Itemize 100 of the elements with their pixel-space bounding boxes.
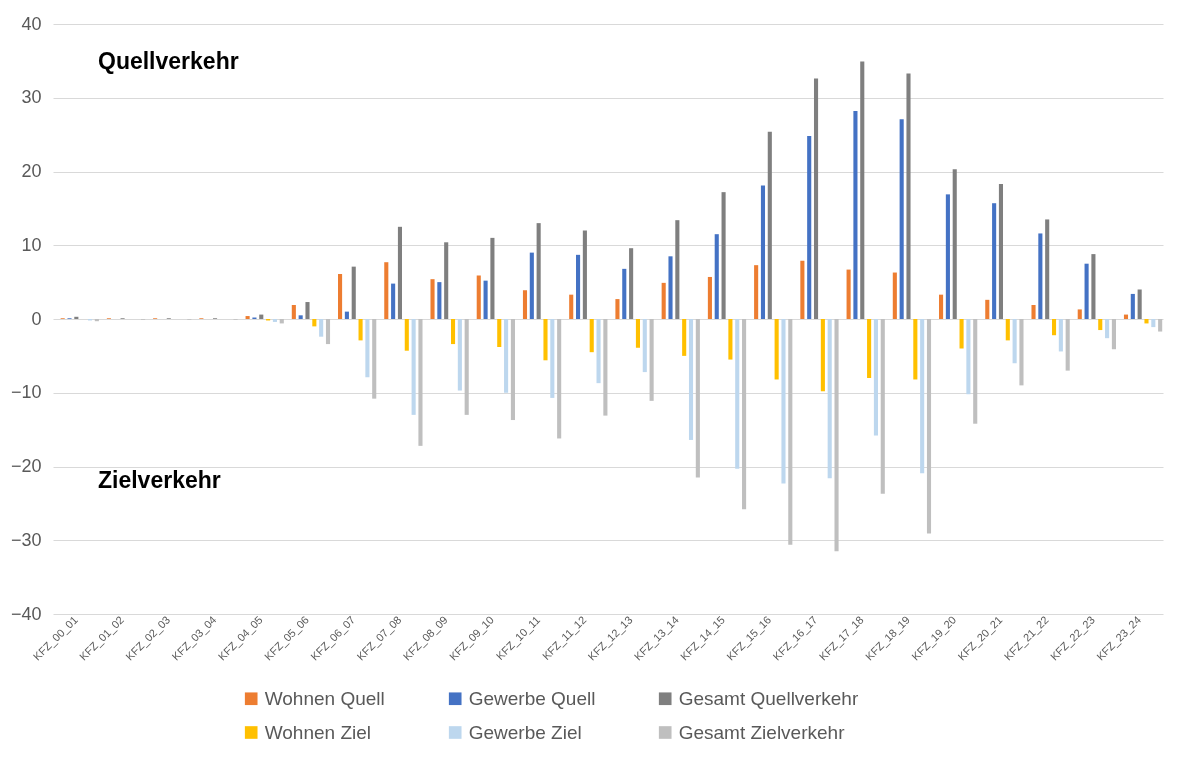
y-tick-label: 30: [21, 87, 42, 108]
bar: [1111, 319, 1116, 350]
y-tick-label: 20: [21, 161, 42, 181]
bar: [1137, 289, 1142, 319]
bar: [404, 319, 409, 351]
bar: [735, 319, 740, 469]
bar: [384, 262, 389, 319]
bar: [1144, 319, 1149, 324]
legend-label: Gewerbe Ziel: [468, 721, 582, 743]
bar: [760, 185, 766, 319]
bar: [742, 319, 747, 510]
bar: [827, 319, 832, 479]
bar: [649, 319, 654, 401]
bar: [714, 234, 719, 319]
bar: [668, 256, 673, 319]
bar: [1005, 319, 1010, 341]
bar: [1038, 233, 1043, 319]
legend-label: Gesamt Quellverkehr: [678, 687, 859, 709]
bar: [1091, 254, 1096, 319]
bar: [444, 242, 449, 319]
bar: [807, 136, 812, 319]
legend-label: Gewerbe Quell: [468, 687, 596, 709]
bar: [603, 319, 608, 416]
bar: [245, 316, 250, 319]
bar: [913, 319, 918, 380]
bar: [867, 319, 872, 378]
bar: [510, 319, 515, 421]
bar: [998, 184, 1004, 319]
bar: [682, 319, 687, 356]
bar: [319, 319, 324, 337]
bar: [1084, 263, 1089, 319]
y-tick-label: −20: [10, 456, 42, 476]
bar: [926, 319, 932, 534]
bar: [596, 319, 601, 384]
bar: [721, 192, 726, 319]
bar: [397, 226, 403, 319]
bar: [707, 276, 712, 319]
bar: [411, 319, 416, 415]
bar: [365, 319, 370, 378]
legend-label: Wohnen Quell: [264, 687, 385, 709]
legend-label: Wohnen Ziel: [264, 721, 372, 743]
bar: [344, 311, 349, 319]
bar: [589, 319, 594, 353]
bar: [582, 230, 587, 319]
bar: [754, 265, 759, 319]
bar: [774, 319, 779, 380]
bar: [767, 131, 772, 319]
bar: [635, 319, 640, 348]
bar: [952, 169, 957, 319]
bar: [490, 237, 495, 319]
bar: [973, 319, 978, 424]
bar: [372, 319, 377, 399]
bar: [959, 319, 964, 349]
bar: [920, 319, 925, 474]
bar: [966, 319, 971, 395]
bar: [728, 319, 733, 360]
bar: [1065, 319, 1070, 371]
bar: [529, 252, 534, 319]
annotation: Zielverkehr: [98, 467, 221, 494]
bar: [291, 304, 296, 319]
bar: [497, 319, 502, 348]
bar: [351, 266, 356, 319]
bar: [569, 294, 574, 319]
y-tick-label: 10: [21, 234, 42, 255]
bar: [272, 319, 277, 322]
bar: [457, 319, 462, 391]
bar: [860, 61, 865, 319]
bar: [418, 319, 423, 446]
bar: [298, 315, 303, 319]
bar: [312, 319, 317, 327]
bar: [1098, 319, 1103, 331]
bar: [846, 269, 851, 319]
bar: [338, 274, 343, 319]
legend-label: Gesamt Zielverkehr: [678, 721, 846, 743]
bar: [1058, 319, 1063, 352]
bar: [899, 119, 904, 319]
bar: [305, 302, 310, 319]
bar: [557, 319, 562, 439]
bar: [892, 272, 897, 319]
bar: [788, 319, 793, 545]
bar: [853, 111, 858, 319]
bar: [688, 319, 694, 440]
bar: [834, 319, 839, 552]
bar: [629, 248, 634, 319]
bar: [522, 290, 528, 319]
bar: [1130, 293, 1135, 319]
bar: [483, 280, 488, 319]
bar: [880, 319, 885, 494]
bar: [450, 319, 456, 345]
bar: [1012, 319, 1017, 364]
bar: [906, 73, 911, 319]
y-tick-label: −30: [10, 529, 42, 550]
bar: [781, 319, 786, 484]
bar: [615, 299, 620, 319]
bar: [945, 194, 950, 319]
bar: [576, 254, 581, 319]
bar: [391, 283, 396, 319]
bar: [430, 279, 435, 319]
bar: [1158, 319, 1163, 332]
bar: [695, 319, 700, 478]
